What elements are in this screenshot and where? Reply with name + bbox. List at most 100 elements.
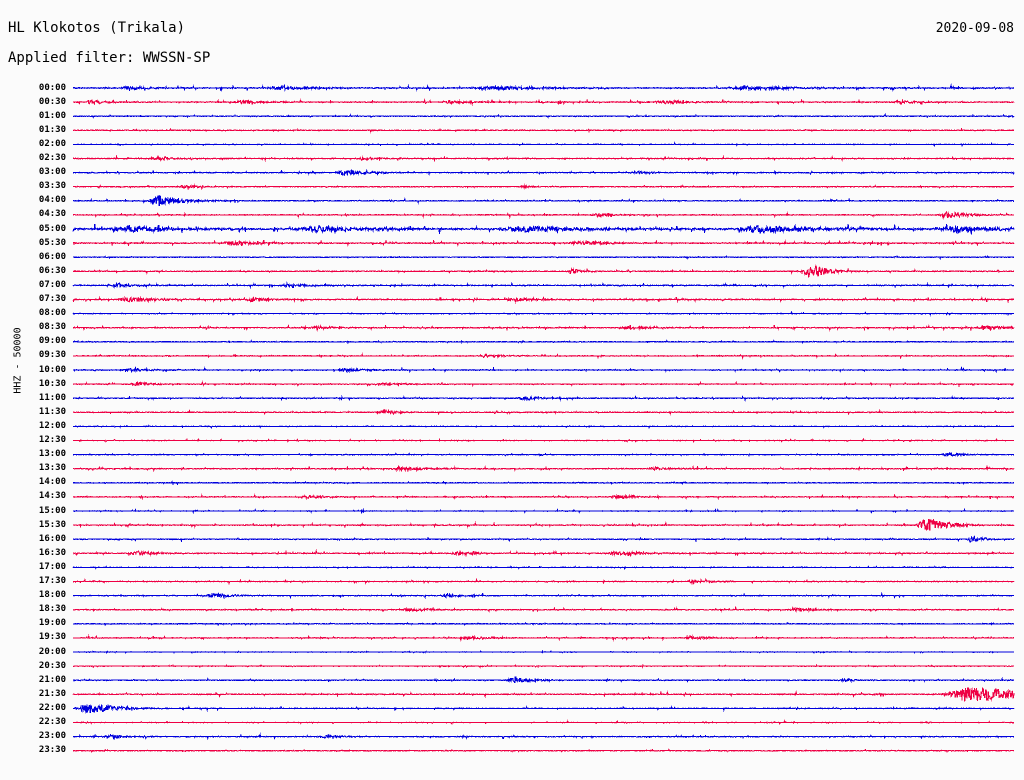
trace-row: [72, 517, 1015, 531]
trace-row: [72, 169, 1015, 177]
trace-row: [72, 365, 1015, 374]
time-label: 17:30: [38, 576, 66, 586]
time-label: 15:30: [38, 519, 66, 530]
time-label: 05:00: [38, 223, 66, 234]
trace-row: [72, 748, 1015, 754]
time-label: 09:00: [38, 336, 66, 347]
time-label: 02:30: [38, 153, 66, 163]
trace-row: [72, 621, 1015, 627]
time-label: 17:00: [38, 561, 66, 572]
time-label: 22:00: [38, 702, 66, 713]
time-label: 13:30: [38, 463, 66, 474]
trace-row: [72, 464, 1015, 473]
trace-row: [72, 127, 1015, 134]
trace-row: [72, 634, 1014, 643]
time-label: 20:00: [38, 646, 66, 657]
trace-row: [72, 98, 1015, 107]
time-label: 12:00: [38, 420, 66, 431]
trace-row: [72, 352, 1014, 360]
helicorder-plot: [0, 76, 1024, 776]
trace-row: [72, 223, 1015, 235]
time-label: 20:30: [38, 660, 66, 671]
time-label: 21:30: [38, 688, 66, 699]
trace-row: [72, 310, 1014, 317]
time-label: 01:00: [38, 110, 66, 121]
time-label: 04:30: [38, 209, 66, 220]
time-label: 22:30: [38, 717, 66, 727]
trace-row: [72, 493, 1015, 501]
time-label: 05:30: [38, 237, 66, 248]
trace-row: [72, 451, 1015, 458]
time-label: 10:30: [38, 378, 66, 389]
time-label: 07:00: [38, 279, 66, 290]
seismogram-traces: [72, 83, 1015, 754]
trace-row: [72, 323, 1015, 332]
trace-row: [72, 183, 1015, 191]
time-label: 13:00: [38, 449, 66, 460]
time-label: 02:00: [38, 138, 66, 149]
time-label: 23:00: [38, 731, 66, 742]
trace-row: [72, 686, 1015, 702]
trace-row: [72, 649, 1015, 654]
time-label: 00:00: [38, 82, 66, 93]
time-label: 04:00: [38, 195, 66, 206]
trace-row: [72, 141, 1015, 148]
trace-row: [73, 605, 1015, 614]
trace-row: [73, 577, 1015, 586]
trace-row: [72, 194, 1015, 207]
time-label: 21:00: [38, 674, 66, 685]
trace-row: [72, 295, 1015, 304]
time-label: 14:00: [38, 477, 66, 488]
time-label: 19:30: [38, 632, 66, 643]
time-label: 18:00: [38, 590, 66, 601]
time-label: 03:00: [38, 167, 66, 178]
time-label: 06:30: [38, 265, 66, 276]
time-axis-labels: 00:00 00:30 01:00 01:30 02:00 02:30 03:00 03:30…: [14, 76, 66, 776]
page-title: HL Klokotos (Trikala): [8, 20, 186, 36]
time-label: 16:00: [38, 533, 66, 544]
time-label: 19:00: [38, 618, 66, 629]
trace-row: [72, 424, 1015, 430]
time-label: 14:30: [38, 491, 66, 502]
time-label: 16:30: [38, 547, 66, 558]
trace-row: [72, 663, 1014, 669]
trace-row: [73, 676, 1015, 684]
record-date: 2020-09-08: [935, 21, 1014, 36]
time-label: 11:00: [38, 392, 66, 403]
time-label: 15:00: [38, 505, 66, 516]
trace-row: [72, 480, 1015, 486]
trace-row: [72, 565, 1015, 571]
trace-row: [73, 83, 1015, 92]
trace-row: [72, 264, 1015, 278]
trace-row: [72, 339, 1015, 345]
trace-row: [72, 210, 1014, 220]
time-label: 07:30: [38, 294, 66, 304]
trace-row: [73, 535, 1015, 543]
trace-row: [72, 238, 1015, 247]
time-label: 12:30: [38, 435, 66, 445]
time-label: 23:30: [38, 745, 66, 756]
trace-row: [72, 549, 1015, 558]
time-label: 06:00: [38, 251, 66, 262]
trace-row: [72, 703, 1015, 715]
time-label: 03:30: [38, 181, 66, 192]
time-label: 09:30: [38, 350, 66, 361]
trace-row: [72, 591, 1015, 600]
trace-row: [72, 281, 1015, 290]
trace-row: [72, 437, 1015, 444]
trace-row: [72, 507, 1015, 515]
time-label: 11:30: [38, 406, 66, 417]
time-label: 18:30: [38, 604, 66, 615]
time-label: 00:30: [38, 96, 66, 107]
time-label: 10:00: [38, 364, 66, 375]
trace-row: [72, 394, 1015, 403]
time-label: 08:00: [38, 308, 66, 319]
trace-row: [72, 380, 1015, 388]
applied-filter-label: Applied filter: WWSSN-SP: [8, 50, 211, 66]
time-label: 08:30: [38, 322, 66, 333]
trace-row: [73, 154, 1015, 163]
trace-row: [72, 732, 1015, 741]
trace-row: [72, 408, 1015, 416]
time-label: 01:30: [38, 124, 66, 135]
trace-row: [73, 719, 1014, 726]
